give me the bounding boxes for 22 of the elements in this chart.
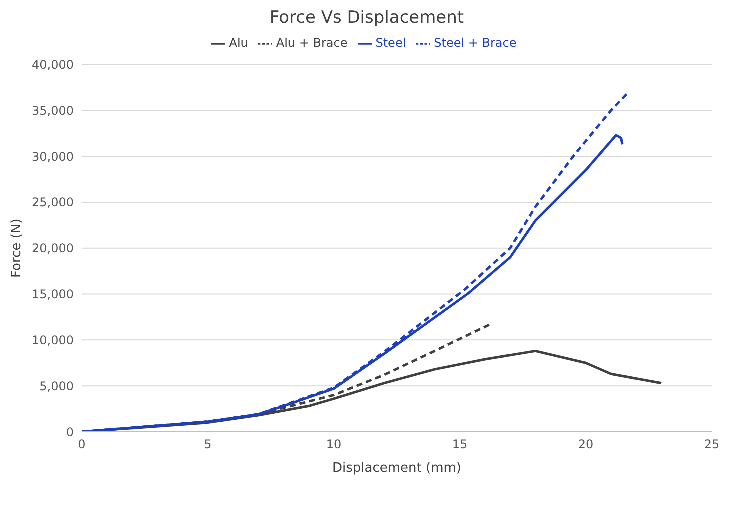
- y-axis-title: Force (N): [10, 218, 25, 278]
- x-tick-label: 15: [452, 438, 468, 452]
- y-tick-label: 10,000: [32, 333, 74, 348]
- legend-label: Steel: [376, 36, 406, 50]
- x-tick-label: 25: [704, 438, 720, 452]
- y-tick-label: 35,000: [32, 104, 74, 118]
- chart-title: Force Vs Displacement: [268, 8, 466, 28]
- x-tick-label: 20: [578, 438, 594, 452]
- legend-label: Steel + Brace: [434, 36, 517, 50]
- y-tick-label: 25,000: [32, 196, 74, 210]
- x-axis-title: Displacement (mm): [332, 461, 462, 476]
- x-tick-label: 10: [326, 438, 342, 452]
- legend-label: Alu: [229, 36, 248, 50]
- y-tick-label: 5,000: [40, 379, 74, 394]
- y-tick-label: 0: [66, 425, 74, 440]
- y-tick-label: 30,000: [32, 150, 74, 164]
- legend-label: Alu + Brace: [276, 36, 348, 50]
- y-tick-label: 20,000: [32, 242, 74, 256]
- y-tick-label: 40,000: [32, 58, 74, 72]
- x-tick-label: 0: [78, 438, 86, 452]
- x-tick-label: 5: [204, 438, 212, 452]
- y-tick-label: 15,000: [32, 288, 74, 302]
